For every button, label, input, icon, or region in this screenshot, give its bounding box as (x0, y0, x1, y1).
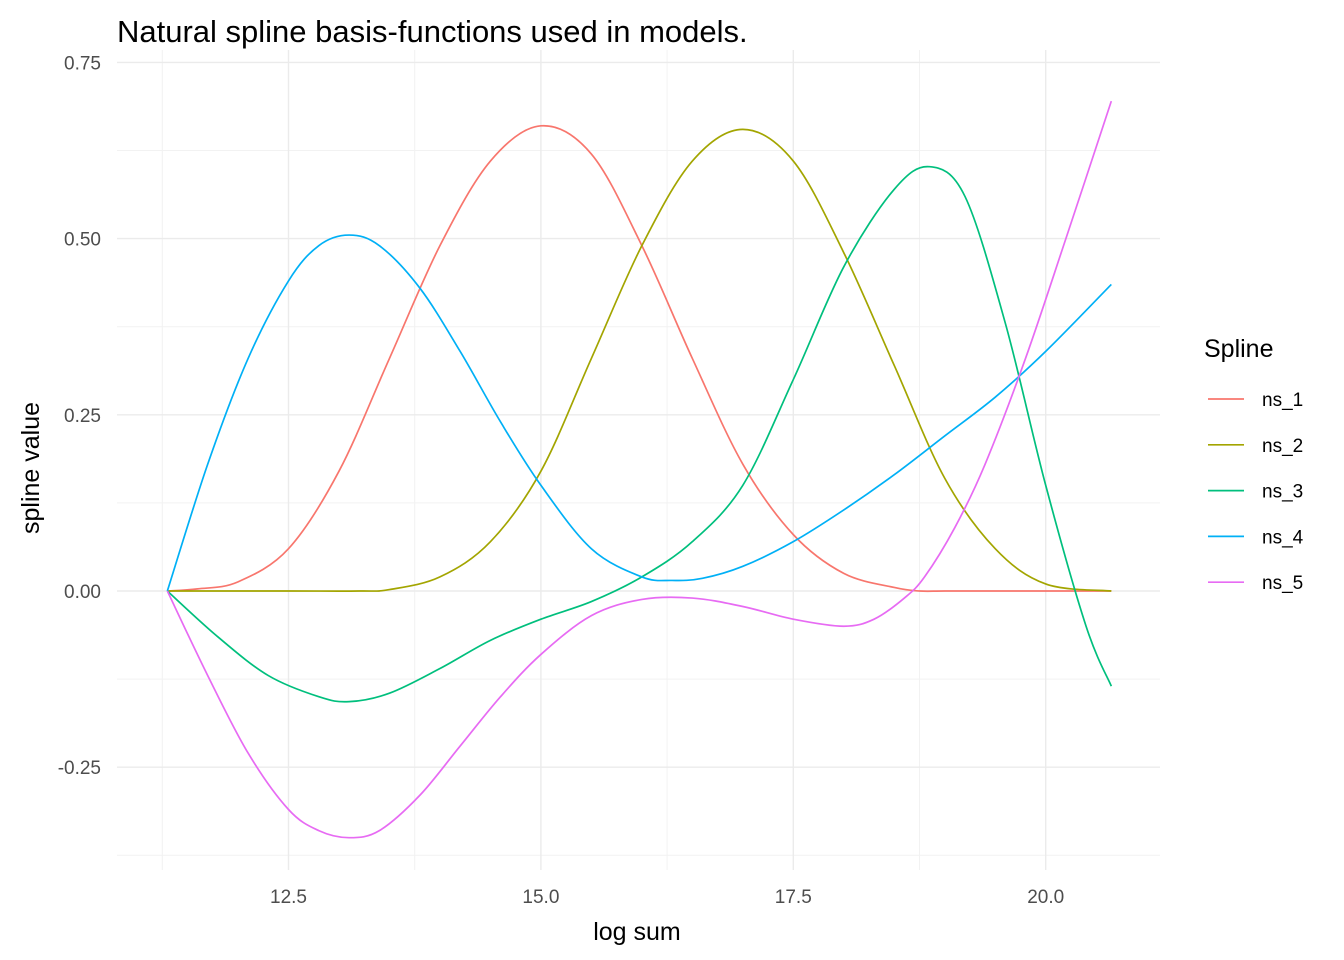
series-line-ns_5 (166, 100, 1113, 839)
chart-title: Natural spline basis-functions used in m… (117, 14, 748, 49)
legend-label-ns_4: ns_4 (1262, 527, 1304, 548)
y-tick-label: -0.25 (58, 758, 101, 779)
legend-label-ns_2: ns_2 (1262, 436, 1303, 457)
y-axis-title: spline value (17, 402, 45, 534)
minor-grid (117, 50, 1160, 870)
y-tick-label: 0.50 (64, 230, 101, 251)
major-grid (117, 50, 1160, 870)
y-tick-label: 0.25 (64, 406, 101, 427)
x-tick-label: 15.0 (522, 887, 559, 908)
series-line-ns_4 (166, 234, 1112, 592)
legend-label-ns_1: ns_1 (1262, 390, 1303, 411)
series-line-ns_3 (166, 165, 1113, 703)
x-axis-title: log sum (593, 918, 681, 946)
y-tick-label: 0.75 (64, 53, 101, 74)
x-tick-labels: 12.5 15.0 17.5 20.0 (270, 887, 1064, 908)
x-tick-label: 17.5 (775, 887, 812, 908)
series-line-ns_1 (167, 124, 1112, 593)
legend-label-ns_5: ns_5 (1262, 573, 1303, 594)
legend-title: Spline (1204, 335, 1274, 363)
legend-items: ns_1 ns_2 ns_3 ns_4 ns_5 (1208, 390, 1304, 594)
y-tick-labels: -0.25 0.00 0.25 0.50 0.75 (58, 53, 101, 779)
legend-label-ns_3: ns_3 (1262, 482, 1303, 503)
x-tick-label: 12.5 (270, 887, 307, 908)
legend: Spline ns_1 ns_2 ns_3 ns_4 ns_5 (1204, 335, 1304, 594)
series-line-ns_2 (167, 128, 1112, 592)
series-lines (166, 100, 1113, 839)
y-tick-label: 0.00 (64, 582, 101, 603)
x-tick-label: 20.0 (1027, 887, 1064, 908)
